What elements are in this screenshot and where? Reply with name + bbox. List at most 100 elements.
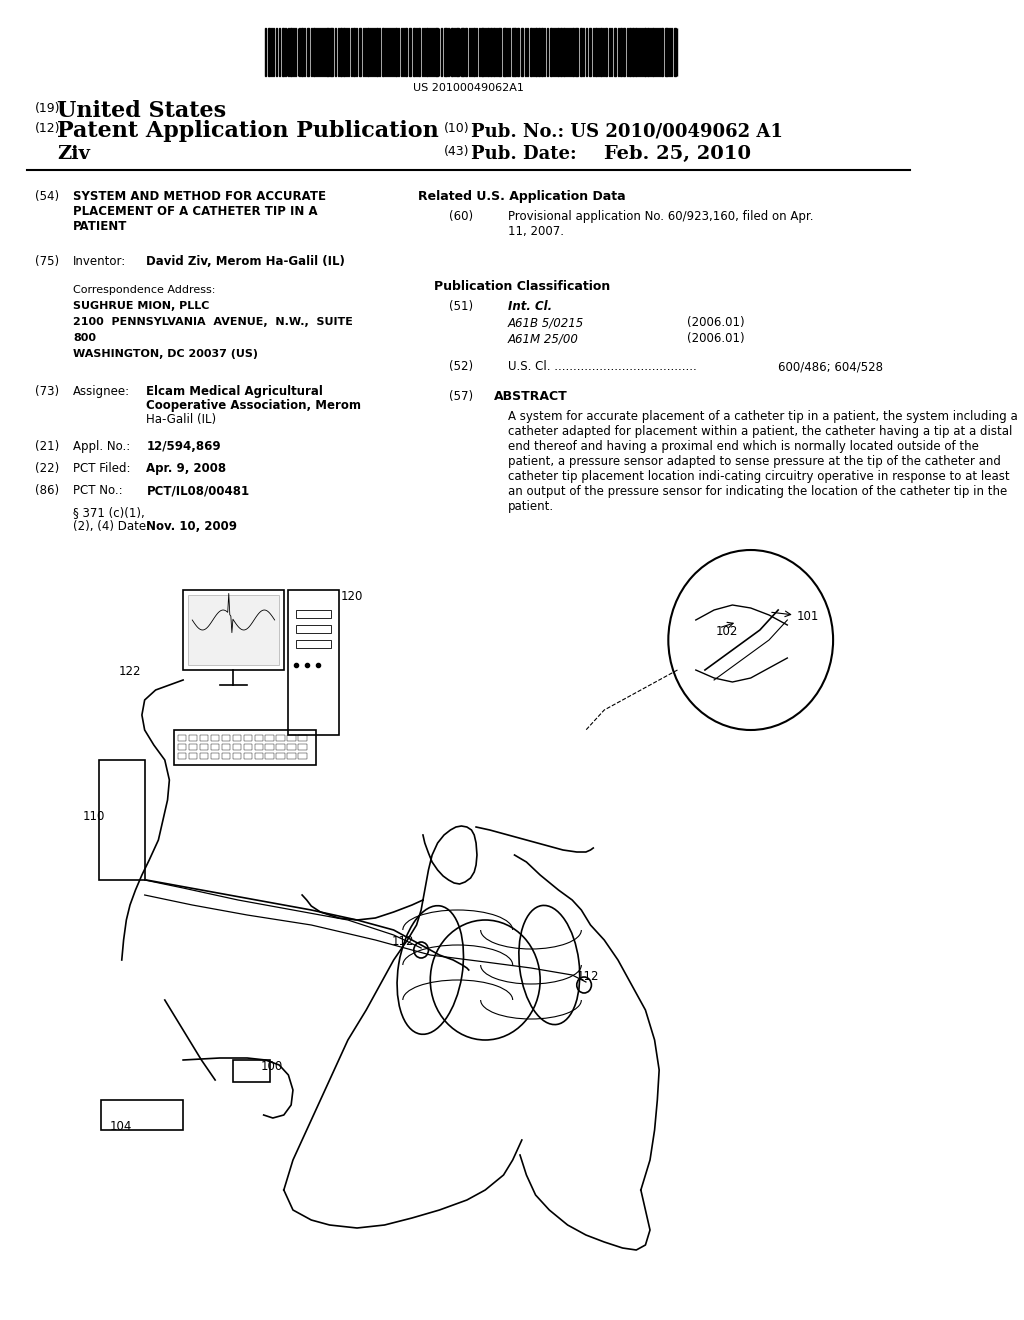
Bar — [629, 28, 631, 77]
Text: ABSTRACT: ABSTRACT — [495, 389, 568, 403]
Bar — [652, 28, 653, 77]
Bar — [413, 28, 415, 77]
Text: 800: 800 — [74, 333, 96, 343]
Bar — [211, 744, 219, 750]
Bar — [298, 752, 307, 759]
Bar — [326, 28, 329, 77]
Text: Assignee:: Assignee: — [74, 385, 130, 399]
Bar — [384, 28, 386, 77]
Bar — [498, 28, 501, 77]
Text: U.S. Cl. ......................................: U.S. Cl. ...............................… — [508, 360, 697, 374]
Text: 112: 112 — [577, 970, 599, 983]
Bar — [505, 28, 506, 77]
Bar — [620, 28, 622, 77]
Text: Appl. No.:: Appl. No.: — [74, 440, 130, 453]
Bar — [456, 28, 459, 77]
Bar — [232, 744, 241, 750]
Bar — [188, 752, 197, 759]
Bar — [667, 28, 669, 77]
Text: A61M 25/00: A61M 25/00 — [508, 333, 579, 345]
Bar — [465, 28, 467, 77]
Bar — [416, 28, 418, 77]
Text: (54): (54) — [35, 190, 59, 203]
Text: David Ziv, Merom Ha-Galil (IL): David Ziv, Merom Ha-Galil (IL) — [146, 255, 345, 268]
Bar — [524, 28, 526, 77]
Bar — [426, 28, 428, 77]
Bar — [358, 28, 360, 77]
Bar — [265, 735, 273, 741]
Bar — [174, 730, 315, 766]
Text: United States: United States — [56, 100, 226, 121]
Bar — [550, 28, 552, 77]
Text: 112: 112 — [392, 935, 415, 948]
Bar — [177, 752, 185, 759]
Text: Pub. Date:: Pub. Date: — [471, 145, 578, 162]
Text: PCT/IL08/00481: PCT/IL08/00481 — [146, 484, 250, 498]
Text: (52): (52) — [449, 360, 473, 374]
Bar — [244, 752, 252, 759]
Bar — [296, 610, 332, 618]
Bar — [265, 752, 273, 759]
Bar — [580, 28, 583, 77]
Bar — [288, 752, 296, 759]
Bar — [654, 28, 656, 77]
Bar — [296, 624, 332, 634]
Bar — [188, 744, 197, 750]
Bar — [307, 28, 309, 77]
Bar — [28, 560, 910, 1239]
Bar — [298, 735, 307, 741]
Bar — [177, 735, 185, 741]
Bar — [331, 28, 333, 77]
Bar — [187, 595, 280, 665]
Bar — [221, 735, 229, 741]
Bar — [482, 28, 484, 77]
Bar — [255, 744, 263, 750]
Text: (2), (4) Date:: (2), (4) Date: — [74, 520, 151, 533]
Bar — [290, 28, 292, 77]
Bar — [419, 28, 420, 77]
Bar — [289, 590, 339, 735]
Bar — [183, 590, 284, 671]
Bar — [462, 28, 464, 77]
Text: Nov. 10, 2009: Nov. 10, 2009 — [146, 520, 238, 533]
Text: (21): (21) — [35, 440, 59, 453]
Text: 600/486; 604/528: 600/486; 604/528 — [778, 360, 883, 374]
Bar — [547, 28, 549, 77]
Text: SYSTEM AND METHOD FOR ACCURATE
PLACEMENT OF A CATHETER TIP IN A
PATIENT: SYSTEM AND METHOD FOR ACCURATE PLACEMENT… — [74, 190, 327, 234]
Text: (86): (86) — [35, 484, 59, 498]
Text: (12): (12) — [35, 121, 60, 135]
Text: (19): (19) — [35, 102, 60, 115]
Text: WASHINGTON, DC 20037 (US): WASHINGTON, DC 20037 (US) — [74, 348, 258, 359]
Bar — [662, 28, 663, 77]
Text: 104: 104 — [110, 1119, 132, 1133]
Text: Provisional application No. 60/923,160, filed on Apr.
11, 2007.: Provisional application No. 60/923,160, … — [508, 210, 814, 238]
Text: A system for accurate placement of a catheter tip in a patient, the system inclu: A system for accurate placement of a cat… — [508, 411, 1018, 513]
Bar — [282, 28, 284, 77]
Bar — [343, 28, 345, 77]
Bar — [244, 735, 252, 741]
Bar — [232, 752, 241, 759]
Text: 100: 100 — [261, 1060, 284, 1073]
Text: 120: 120 — [341, 590, 362, 603]
Text: Ha-Galil (IL): Ha-Galil (IL) — [146, 413, 217, 426]
Bar — [600, 28, 602, 77]
Text: (60): (60) — [449, 210, 473, 223]
Text: (57): (57) — [449, 389, 473, 403]
Text: Cooperative Association, Merom: Cooperative Association, Merom — [146, 399, 361, 412]
Bar — [574, 28, 578, 77]
Bar — [301, 28, 303, 77]
Text: Patent Application Publication: Patent Application Publication — [56, 120, 438, 143]
Bar — [589, 28, 592, 77]
Bar — [610, 28, 612, 77]
Bar — [605, 28, 607, 77]
Bar — [539, 28, 540, 77]
Bar — [276, 752, 285, 759]
Text: Pub. No.: US 2010/0049062 A1: Pub. No.: US 2010/0049062 A1 — [471, 121, 783, 140]
Text: PCT Filed:: PCT Filed: — [74, 462, 131, 475]
Text: 110: 110 — [82, 810, 104, 822]
Text: (10): (10) — [444, 121, 470, 135]
Bar — [614, 28, 616, 77]
Bar — [444, 28, 446, 77]
Bar — [473, 28, 475, 77]
Bar — [276, 735, 285, 741]
